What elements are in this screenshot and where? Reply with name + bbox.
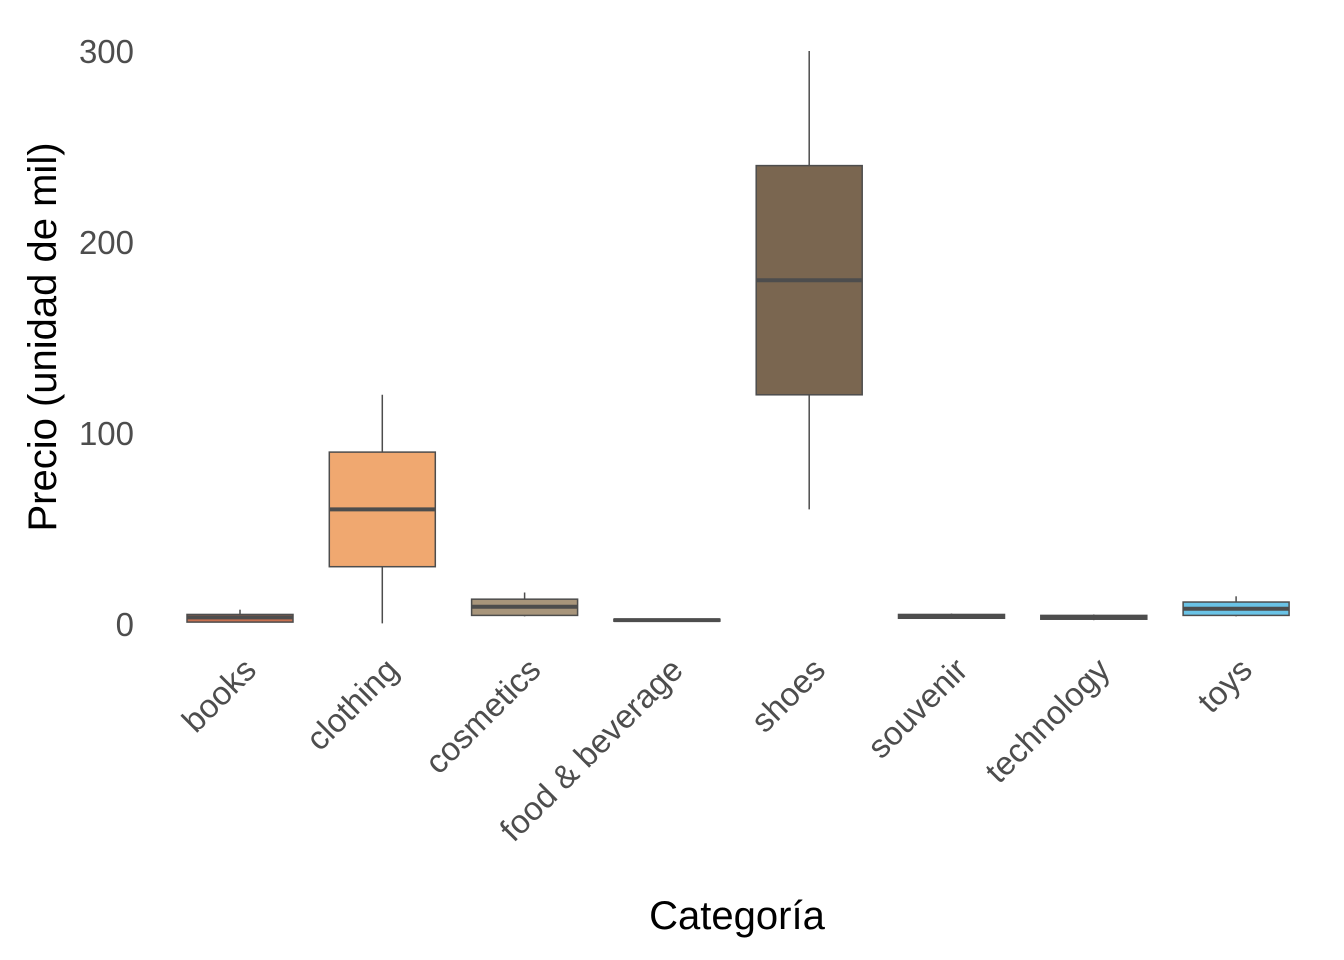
y-tick-label: 300 (79, 33, 134, 70)
x-tick-label: technology (978, 650, 1117, 789)
box-cosmetics (470, 592, 579, 617)
box-toys (1182, 596, 1290, 617)
box-clothing (328, 394, 437, 624)
box-food-beverage (613, 618, 721, 623)
y-tick-label: 0 (116, 606, 134, 643)
box-souvenir (897, 613, 1006, 620)
y-axis-title: Precio (unidad de mil) (21, 142, 65, 531)
x-tick-label: books (175, 651, 263, 739)
x-tick-label: shoes (744, 651, 832, 739)
y-tick-label: 100 (79, 415, 134, 452)
y-tick-label: 200 (79, 224, 134, 261)
boxes (186, 51, 1290, 624)
x-tick-label: cosmetics (418, 651, 548, 781)
box-books (186, 609, 294, 623)
x-tick-label: souvenir (860, 651, 974, 765)
x-tick-label: toys (1190, 651, 1259, 720)
box-shoes (755, 51, 863, 510)
y-axis-ticks: 0 100 200 300 (79, 33, 134, 643)
x-tick-label: clothing (299, 651, 406, 758)
x-axis-title: Categoría (649, 894, 825, 938)
box-technology (1040, 614, 1148, 621)
